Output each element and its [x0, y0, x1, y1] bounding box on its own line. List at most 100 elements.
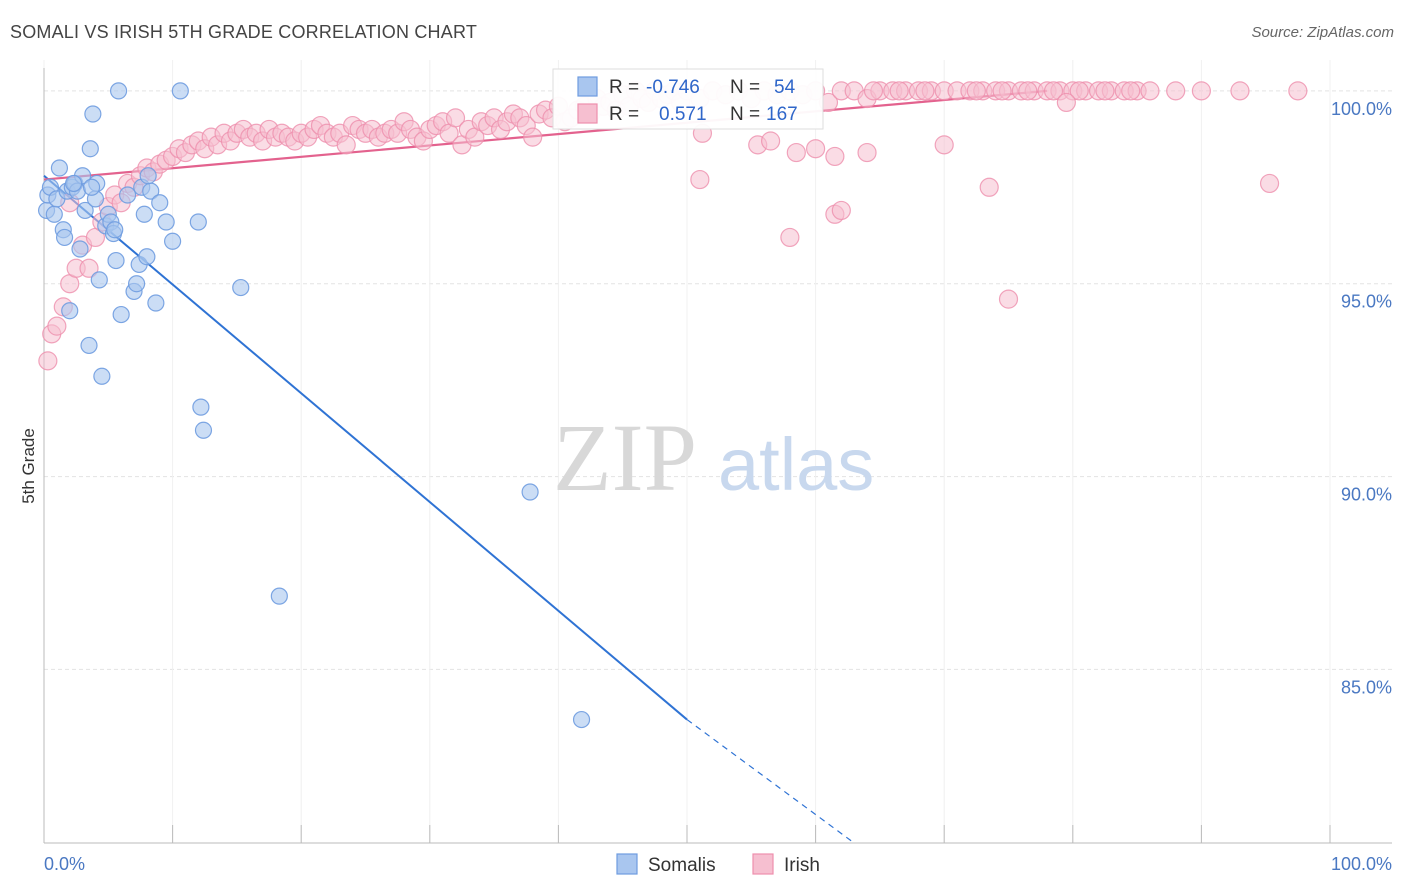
somali-point [93, 367, 111, 385]
somali-point [164, 232, 182, 250]
stats-n-value-irish: 167 [766, 104, 798, 125]
irish-point [979, 177, 999, 197]
irish-point [1230, 81, 1250, 101]
somali-point [270, 587, 288, 605]
y-tick-label: 95.0% [1341, 292, 1392, 312]
chart-title: SOMALI VS IRISH 5TH GRADE CORRELATION CH… [10, 22, 478, 42]
somali-point [82, 178, 101, 196]
somali-point [50, 159, 69, 177]
somali-point [171, 82, 189, 100]
somali-point [138, 248, 156, 266]
series-legend: Somalis Irish [616, 853, 820, 876]
somali-point [232, 278, 250, 297]
irish-point [1069, 81, 1089, 101]
somali-point [147, 294, 165, 312]
somali-point [64, 174, 83, 193]
irish-point [1095, 81, 1115, 101]
irish-point [1140, 81, 1160, 101]
legend-label-irish: Irish [784, 855, 820, 876]
irish-point [857, 142, 877, 163]
irish-point [1018, 81, 1038, 101]
x-tick-label: 100.0% [1331, 854, 1392, 874]
y-axis-title: 5th Grade [19, 428, 38, 504]
stats-r-value-somalis: -0.746 [646, 77, 700, 98]
irish-point [47, 316, 67, 336]
irish-point [1056, 92, 1076, 113]
stats-n-value-somalis: 54 [774, 77, 796, 98]
somali-point [81, 140, 99, 158]
somali-point [80, 336, 98, 355]
watermark-atlas: atlas [718, 423, 874, 506]
somali-point [194, 421, 213, 439]
irish-point [1166, 81, 1186, 101]
y-tick-labels: 85.0% 90.0% 95.0% 100.0% [1331, 99, 1392, 698]
irish-point [690, 169, 710, 190]
irish-point [992, 81, 1012, 101]
somali-trend-line [43, 174, 688, 721]
somali-point [71, 240, 89, 258]
stats-r-label-somalis: R = [609, 77, 639, 98]
irish-point [1121, 81, 1141, 101]
irish-point [79, 258, 99, 278]
irish-point [966, 81, 986, 101]
grid-lines [43, 60, 1392, 843]
somali-point [135, 205, 153, 223]
somali-point [192, 398, 210, 416]
somali-point [45, 205, 63, 223]
legend-swatch-somalis [616, 853, 638, 875]
y-tick-label: 85.0% [1341, 677, 1392, 697]
irish-point [1043, 81, 1064, 101]
somali-point [521, 483, 539, 501]
stats-n-label-somalis: N = [730, 77, 760, 98]
somali-point [157, 213, 175, 231]
irish-point [38, 351, 58, 371]
somali-point [76, 201, 94, 220]
somali-point [109, 82, 128, 100]
somali-points [37, 82, 591, 729]
trend-lines [43, 89, 1048, 844]
irish-point [863, 81, 884, 101]
irish-point [523, 127, 543, 147]
somali-point [55, 228, 74, 247]
legend-swatch-irish [752, 853, 774, 875]
somali-point [118, 186, 137, 204]
x-tick-label: 0.0% [44, 854, 85, 874]
irish-trend-line [43, 89, 1048, 181]
y-tick-label: 90.0% [1341, 485, 1392, 505]
irish-point [1191, 81, 1212, 101]
somali-point [61, 302, 79, 320]
stats-legend-box [552, 68, 824, 130]
y-tick-label: 100.0% [1331, 99, 1392, 119]
somali-point [151, 194, 169, 212]
irish-point [889, 81, 909, 101]
watermark-zip: ZIP [553, 404, 697, 511]
irish-point [336, 135, 356, 155]
somali-point [107, 251, 125, 270]
somali-point [139, 167, 157, 185]
somali-point [572, 710, 591, 729]
stats-legend: R = -0.746 N = 54 R = 0.571 N = 167 [552, 68, 824, 130]
irish-point [1259, 173, 1280, 194]
stats-swatch-irish [577, 103, 598, 124]
irish-point [998, 289, 1019, 309]
irish-point [805, 139, 826, 159]
irish-point [915, 81, 935, 101]
stats-n-label-irish: N = [730, 104, 760, 125]
irish-point [825, 146, 845, 167]
irish-point [934, 135, 954, 155]
somali-point [90, 271, 108, 289]
legend-label-somalis: Somalis [648, 855, 716, 876]
somali-trend-extension [686, 719, 855, 844]
somali-point [112, 305, 130, 324]
somali-point [127, 275, 146, 293]
somali-point [84, 105, 102, 123]
irish-point [1288, 81, 1308, 101]
x-tick-labels: 0.0% 100.0% [44, 854, 1392, 874]
stats-swatch-somalis [577, 76, 598, 97]
stats-r-label-irish: R = [609, 104, 639, 125]
irish-point [760, 131, 781, 151]
chart-source: Source: ZipAtlas.com [1251, 24, 1394, 41]
irish-point [786, 142, 806, 163]
stats-r-value-irish: 0.571 [659, 104, 707, 125]
